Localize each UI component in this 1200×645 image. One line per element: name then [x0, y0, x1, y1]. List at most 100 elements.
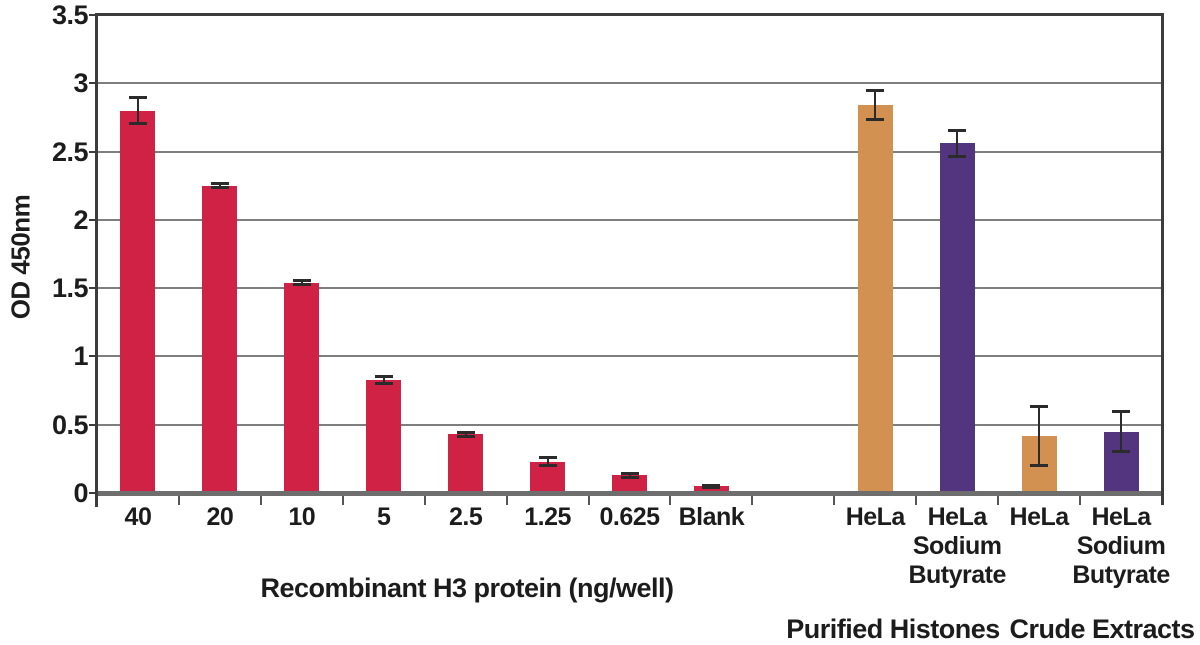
gridline: [97, 218, 1162, 221]
y-axis-tick: [89, 492, 97, 494]
x-axis-tick: [669, 496, 672, 505]
x-tick-label-line: 5: [377, 503, 391, 531]
error-bar-cap: [456, 430, 475, 434]
x-tick-label: 10: [288, 503, 315, 532]
gridline: [97, 423, 1162, 426]
x-tick-label: 5: [377, 503, 391, 532]
x-tick-label-line: Sodium: [912, 532, 1002, 560]
y-axis-tick: [89, 82, 97, 85]
x-tick-label: HeLa Sodium Butyrate: [908, 503, 1006, 590]
error-bar-cap: [702, 485, 721, 489]
bar: [939, 143, 975, 493]
error-bar-cap: [1112, 410, 1131, 414]
x-axis-tick: [997, 496, 1000, 505]
y-axis-tick: [89, 218, 97, 221]
y-tick-label: 2.5: [51, 136, 89, 167]
bar: [284, 282, 320, 493]
bar: [448, 434, 484, 493]
error-bar-cap: [1030, 404, 1049, 408]
x-tick-label: 40: [125, 503, 152, 532]
x-tick-label-line: 20: [206, 503, 234, 531]
error-bar: [1038, 405, 1041, 466]
error-bar: [1120, 411, 1123, 453]
x-tick-label-line: Butyrate: [908, 561, 1006, 589]
gridline: [97, 150, 1162, 153]
y-axis-tick: [89, 423, 97, 426]
x-axis-tick: [587, 496, 590, 505]
x-axis-title: Recombinant H3 protein (ng/well): [260, 573, 674, 603]
bar: [120, 110, 156, 493]
y-axis-title: OD 450nm: [5, 194, 36, 320]
bar: [202, 185, 238, 493]
error-bar: [382, 375, 385, 384]
x-tick-label-line: Sodium: [1076, 532, 1166, 560]
error-bar-cap: [374, 374, 393, 378]
x-tick-label-line: 40: [124, 503, 152, 531]
x-axis-tick: [177, 496, 180, 505]
bar: [857, 105, 893, 493]
x-tick-label: 20: [206, 503, 233, 532]
error-bar-cap: [128, 122, 147, 126]
x-tick-label-line: HeLa: [845, 503, 906, 531]
x-axis-tick: [915, 496, 918, 505]
plot-area: 0 0.5 1 1.5 2 2.5 3 3.5 40 20 10 5 2.5 1.25 0.625 Blank…: [51, 0, 1170, 590]
y-tick-label: 1: [73, 341, 88, 372]
gridline: [97, 287, 1162, 290]
y-tick-label: 0.5: [51, 409, 89, 440]
error-bar-cap: [210, 186, 229, 190]
error-bar-cap: [866, 89, 885, 93]
gridline: [97, 82, 1162, 85]
x-tick-label: 1.25: [524, 503, 571, 532]
x-axis-tick: [505, 496, 508, 505]
x-tick-label: Blank: [679, 503, 745, 532]
x-tick-label: HeLa: [845, 503, 906, 532]
x-tick-label-line: Blank: [678, 503, 745, 531]
x-axis-tick: [423, 496, 426, 505]
x-tick-label-line: HeLa: [1091, 503, 1151, 531]
bar: [530, 461, 566, 493]
error-bar-cap: [292, 278, 311, 282]
error-bar-cap: [210, 181, 229, 185]
error-bar-cap: [128, 95, 147, 99]
y-axis-tick: [89, 287, 97, 290]
error-bar-cap: [620, 475, 639, 479]
x-tick-label-line: HeLa: [1009, 503, 1070, 531]
y-tick-label: 2: [73, 204, 88, 235]
error-bar-cap: [702, 483, 721, 487]
x-tick-label-line: 2.5: [449, 503, 483, 531]
error-bar-cap: [1112, 450, 1131, 454]
x-axis-line: [95, 491, 1164, 496]
error-bar-cap: [538, 463, 557, 467]
x-tick-label: 0.625: [599, 503, 660, 532]
x-axis-tick: [259, 496, 262, 505]
y-tick-label: 3.5: [51, 0, 89, 30]
y-axis-tick: [89, 14, 97, 16]
error-bar: [218, 182, 221, 189]
error-bar: [136, 96, 139, 125]
error-bar: [628, 472, 631, 478]
bar: [693, 486, 729, 493]
error-bar-cap: [620, 471, 639, 475]
y-axis-line: [95, 13, 98, 507]
gridline: [97, 355, 1162, 358]
x-tick-label: HeLa Sodium Butyrate: [1072, 503, 1170, 590]
error-bar-cap: [1030, 463, 1049, 467]
error-bar: [546, 457, 549, 466]
x-axis-tick: [341, 496, 344, 505]
y-tick-label: 0: [73, 478, 88, 508]
error-bar: [300, 279, 303, 286]
error-bar-cap: [456, 435, 475, 438]
y-axis-tick: [89, 150, 97, 153]
bar: [366, 379, 402, 493]
x-tick-label-line: 10: [288, 503, 316, 531]
y-tick-label: 1.5: [51, 273, 89, 304]
x-tick-label-line: Butyrate: [1072, 561, 1170, 589]
error-bar-cap: [374, 381, 393, 385]
x-tick-label-line: 0.625: [599, 503, 660, 531]
x-tick-label-line: 1.25: [524, 503, 571, 531]
y-axis-tick: [89, 355, 97, 358]
plot-right-border: [1161, 13, 1164, 505]
error-bar-cap: [538, 456, 557, 460]
error-bar-cap: [292, 283, 311, 287]
bar: [612, 475, 647, 493]
